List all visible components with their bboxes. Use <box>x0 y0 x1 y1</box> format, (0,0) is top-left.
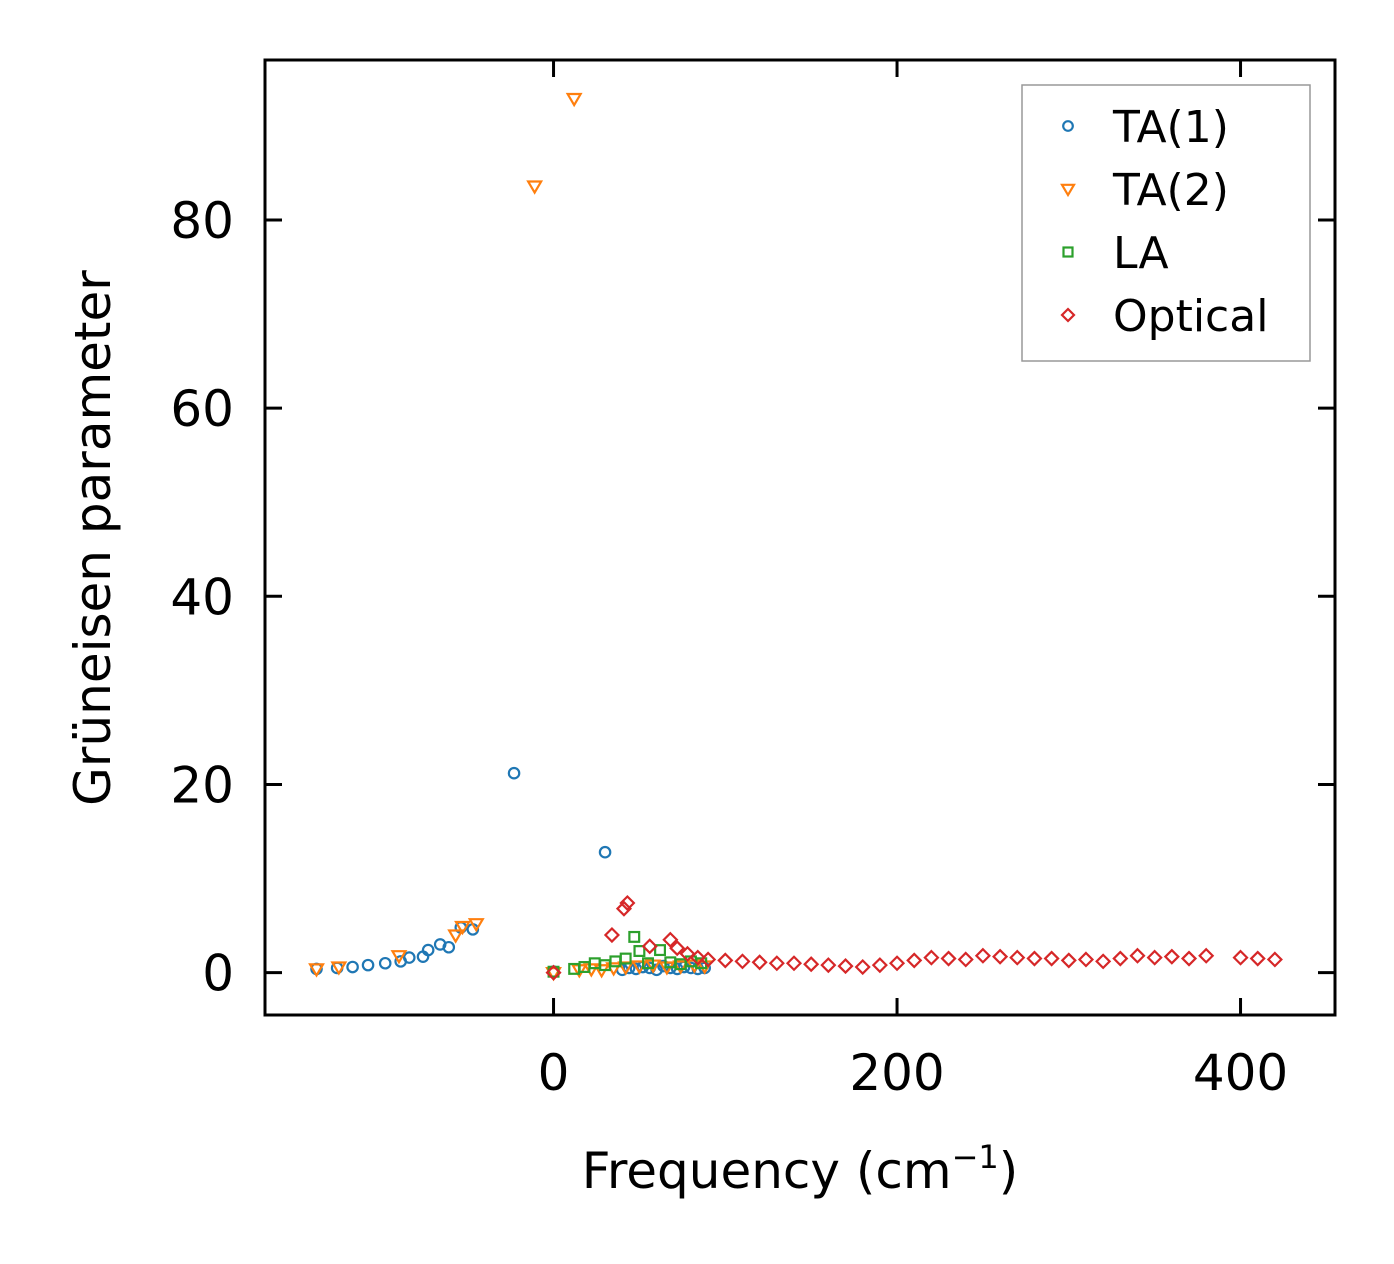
y-axis-title: Grüneisen parameter <box>64 270 122 806</box>
x-axis-title-superscript: −1 <box>952 1138 999 1176</box>
point-ta-1 <box>442 940 456 954</box>
point-optical <box>1026 950 1043 967</box>
legend-marker-ta-1 <box>1062 120 1074 132</box>
point-optical <box>854 958 871 976</box>
point-optical <box>940 950 957 967</box>
point-optical <box>1146 949 1163 966</box>
point-la <box>654 944 666 957</box>
point-optical <box>923 949 940 966</box>
point-optical <box>751 954 768 971</box>
point-optical <box>1060 952 1077 969</box>
legend-marker-ta-2 <box>1060 183 1076 198</box>
point-ta-2 <box>308 963 325 978</box>
legend-label-la: LA <box>1113 228 1169 279</box>
point-ta-1 <box>402 951 416 964</box>
point-ta-1 <box>361 958 375 972</box>
point-optical <box>1249 950 1266 967</box>
point-optical <box>906 952 923 969</box>
point-optical <box>1232 949 1249 966</box>
point-optical <box>974 947 991 964</box>
point-optical <box>619 894 636 912</box>
point-optical <box>785 955 803 972</box>
point-optical <box>700 951 717 968</box>
point-ta-2 <box>526 180 544 195</box>
point-ta-1 <box>378 956 392 970</box>
point-optical <box>1009 949 1026 966</box>
point-la <box>628 930 641 943</box>
x-tick-label: 0 <box>538 1044 570 1102</box>
point-optical <box>871 957 888 974</box>
x-axis-title-close: ) <box>999 1142 1019 1200</box>
point-ta-2 <box>545 967 562 982</box>
point-optical <box>1198 947 1215 964</box>
point-optical <box>603 926 620 944</box>
point-ta-2 <box>467 918 485 933</box>
point-optical <box>820 957 837 974</box>
point-optical <box>1266 951 1283 968</box>
point-optical <box>662 931 679 948</box>
point-optical <box>768 955 785 972</box>
point-optical <box>689 949 706 966</box>
point-ta-2 <box>447 929 465 944</box>
point-optical <box>1077 951 1095 968</box>
y-tick-label: 20 <box>170 756 234 814</box>
point-optical <box>669 940 686 957</box>
axis-tick-labels: 0 200 400 0 20 40 60 80 <box>170 192 1288 1102</box>
point-ta-1 <box>421 943 435 957</box>
plot-frame <box>263 58 1337 1017</box>
point-optical <box>803 956 820 973</box>
point-ta-2 <box>565 92 583 108</box>
point-optical <box>1180 950 1198 967</box>
point-optical <box>1129 947 1146 964</box>
x-axis-title-text: Frequency (cm <box>582 1142 952 1200</box>
legend-label-ta-2: TA(2) <box>1112 165 1229 216</box>
point-optical <box>992 948 1009 965</box>
point-ta-2 <box>390 950 408 965</box>
point-ta-1 <box>346 960 359 974</box>
legend-label-optical: Optical <box>1113 291 1268 342</box>
point-ta-1 <box>598 845 612 859</box>
point-optical <box>615 900 633 917</box>
y-tick-label: 0 <box>202 945 234 1003</box>
point-optical <box>545 964 562 981</box>
point-optical <box>641 938 658 955</box>
y-tick-label: 40 <box>170 568 234 626</box>
point-optical <box>679 945 696 962</box>
point-ta-1 <box>657 959 670 973</box>
point-ta-1 <box>507 766 521 780</box>
point-ta-2 <box>454 920 471 936</box>
axis-ticks <box>265 60 1335 1015</box>
legend-marker-optical <box>1060 307 1076 323</box>
point-optical <box>1043 950 1060 967</box>
point-optical <box>888 955 906 972</box>
y-tick-label: 60 <box>170 380 234 438</box>
plot-points <box>308 92 1283 982</box>
point-la <box>642 957 654 970</box>
x-tick-label: 200 <box>849 1044 944 1102</box>
point-ta-2 <box>582 963 600 978</box>
point-optical <box>734 953 751 970</box>
legend-label-ta-1: TA(1) <box>1112 102 1229 153</box>
point-la <box>619 952 632 965</box>
point-ta-2 <box>672 960 690 975</box>
legend: TA(1) TA(2) LA Optical <box>1021 84 1311 362</box>
legend-marker-la <box>1062 246 1074 258</box>
y-tick-label: 80 <box>170 192 234 250</box>
point-optical <box>1163 948 1180 965</box>
point-optical <box>1095 953 1112 970</box>
x-tick-label: 400 <box>1193 1044 1288 1102</box>
point-optical <box>1112 950 1129 967</box>
point-la <box>633 945 646 957</box>
point-ta-2 <box>330 961 348 976</box>
point-optical <box>837 958 854 975</box>
point-optical <box>957 951 974 968</box>
x-axis-title: Frequency (cm−1) <box>582 1138 1019 1200</box>
point-optical <box>717 952 734 969</box>
